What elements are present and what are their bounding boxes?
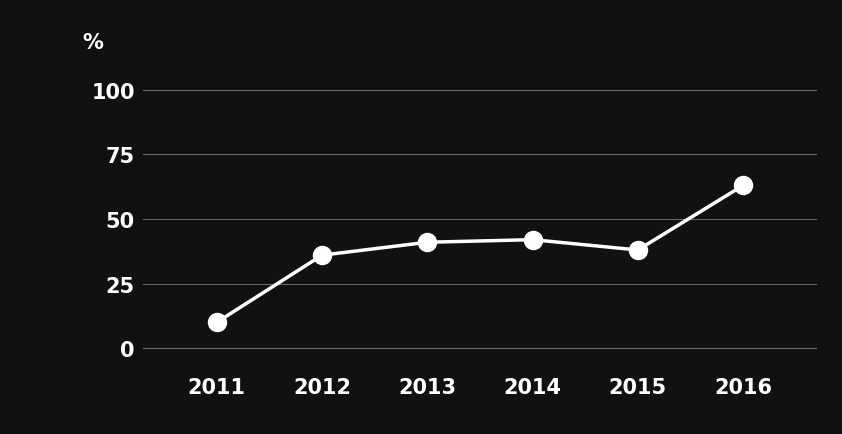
- Text: %: %: [83, 33, 104, 53]
